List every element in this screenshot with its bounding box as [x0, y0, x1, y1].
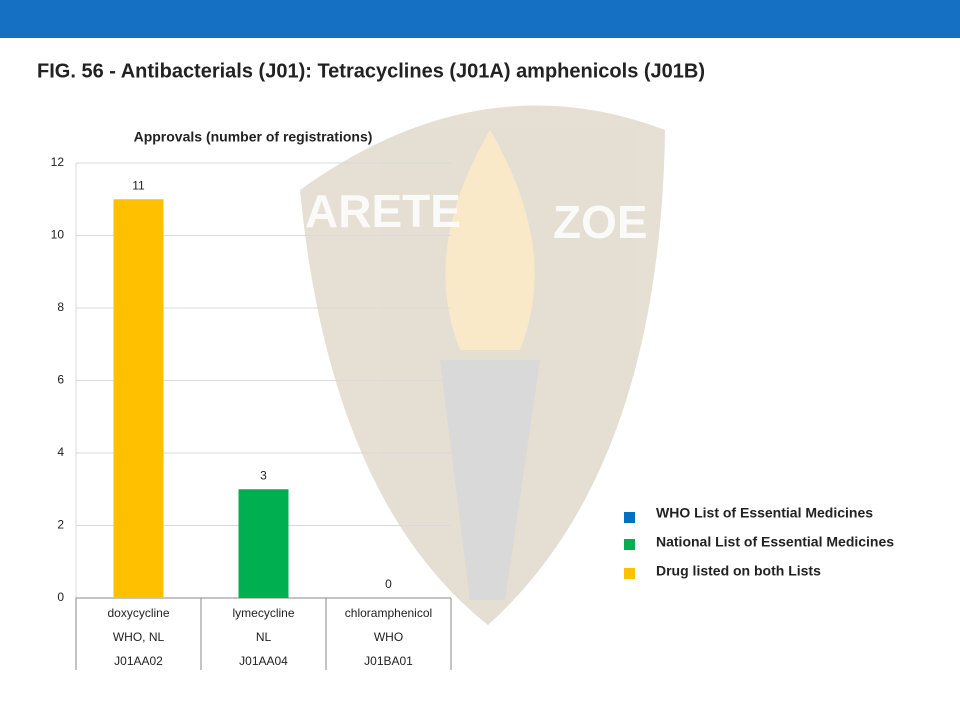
y-tick-label: 12 — [51, 155, 65, 169]
legend-label: National List of Essential Medicines — [656, 534, 894, 550]
legend-swatch — [624, 568, 635, 579]
y-tick-label: 2 — [57, 518, 64, 532]
x-tick-sublabel: WHO — [374, 630, 403, 644]
data-label: 3 — [260, 468, 267, 482]
chart-title: Approvals (number of registrations) — [134, 129, 373, 145]
y-tick-label: 0 — [57, 590, 64, 604]
legend-label: Drug listed on both Lists — [656, 563, 821, 579]
x-tick-sublabel: NL — [256, 630, 272, 644]
x-tick-sublabel: WHO, NL — [113, 630, 165, 644]
top-bar — [0, 0, 960, 38]
y-tick-label: 4 — [57, 445, 64, 459]
x-tick-label: chloramphenicol — [345, 606, 432, 620]
x-tick-label: doxycycline — [107, 606, 169, 620]
watermark-text: ARETE — [305, 185, 461, 237]
y-tick-label: 10 — [51, 228, 65, 242]
legend-label: WHO List of Essential Medicines — [656, 505, 873, 521]
y-tick-label: 8 — [57, 300, 64, 314]
legend-swatch — [624, 539, 635, 550]
data-label: 11 — [132, 178, 145, 192]
x-tick-sublabel: J01AA04 — [239, 654, 288, 668]
bar — [238, 489, 289, 598]
watermark-text: ZOE — [553, 196, 648, 248]
x-tick-sublabel: J01BA01 — [364, 654, 413, 668]
legend-swatch — [624, 512, 635, 523]
slide-title: FIG. 56 - Antibacterials (J01): Tetracyc… — [37, 60, 705, 82]
watermark-shield — [300, 105, 665, 625]
x-tick-sublabel: J01AA02 — [114, 654, 163, 668]
bar — [113, 199, 164, 598]
y-tick-label: 6 — [57, 373, 64, 387]
data-label: 0 — [385, 577, 392, 591]
x-tick-label: lymecycline — [232, 606, 294, 620]
